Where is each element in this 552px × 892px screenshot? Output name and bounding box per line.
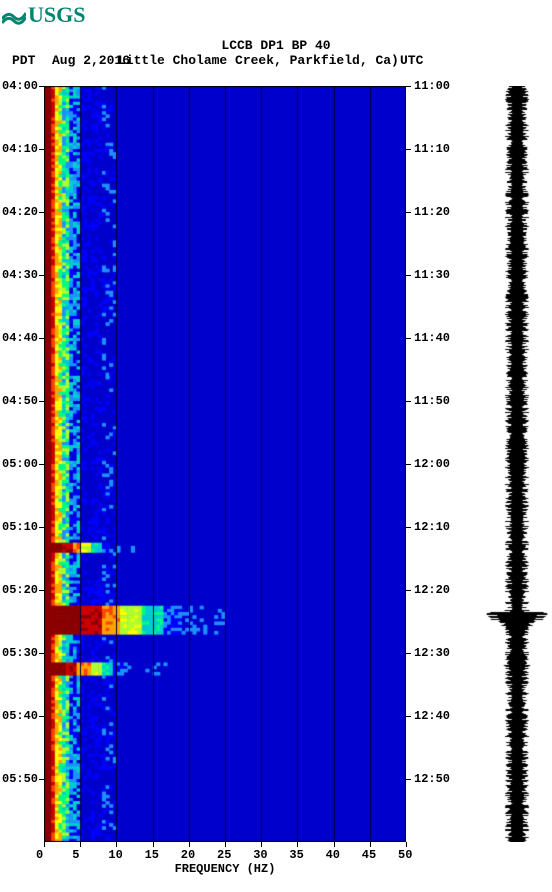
ytick-left: 05:40: [2, 709, 38, 723]
ytick-right: 12:40: [414, 709, 450, 723]
ytick-left: 05:50: [2, 772, 38, 786]
ytick-right: 11:00: [414, 79, 450, 93]
spectrogram-chart: [44, 86, 406, 842]
ytick-left: 04:10: [2, 142, 38, 156]
ytick-left: 04:50: [2, 394, 38, 408]
xtick: 20: [181, 848, 195, 862]
xtick: 35: [289, 848, 303, 862]
ytick-right: 12:30: [414, 646, 450, 660]
ytick-left: 05:10: [2, 520, 38, 534]
ytick-left: 04:00: [2, 79, 38, 93]
xtick: 5: [72, 848, 79, 862]
tz-left-label: PDT: [12, 53, 35, 68]
xtick: 10: [108, 848, 122, 862]
xtick: 0: [36, 848, 43, 862]
xtick: 15: [145, 848, 159, 862]
wave-icon: [2, 5, 26, 25]
waveform-trace: [484, 86, 550, 842]
xtick: 30: [253, 848, 267, 862]
xtick: 50: [398, 848, 412, 862]
ytick-right: 11:10: [414, 142, 450, 156]
x-axis-title: FREQUENCY (HZ): [44, 862, 406, 876]
ytick-right: 12:10: [414, 520, 450, 534]
logo-text: USGS: [28, 2, 85, 28]
ytick-right: 12:00: [414, 457, 450, 471]
ytick-left: 05:20: [2, 583, 38, 597]
ytick-right: 11:20: [414, 205, 450, 219]
xtick: 40: [326, 848, 340, 862]
ytick-left: 05:00: [2, 457, 38, 471]
ytick-left: 04:30: [2, 268, 38, 282]
usgs-logo: USGS: [2, 2, 85, 28]
ytick-left: 05:30: [2, 646, 38, 660]
tz-right-label: UTC: [400, 53, 423, 68]
ytick-right: 11:40: [414, 331, 450, 345]
plot-title: LCCB DP1 BP 40: [0, 38, 552, 53]
ytick-right: 12:20: [414, 583, 450, 597]
station-label: Little Cholame Creek, Parkfield, Ca): [118, 53, 399, 68]
xtick: 25: [217, 848, 231, 862]
ytick-right: 12:50: [414, 772, 450, 786]
ytick-right: 11:50: [414, 394, 450, 408]
ytick-right: 11:30: [414, 268, 450, 282]
ytick-left: 04:40: [2, 331, 38, 345]
ytick-left: 04:20: [2, 205, 38, 219]
xtick: 45: [362, 848, 376, 862]
